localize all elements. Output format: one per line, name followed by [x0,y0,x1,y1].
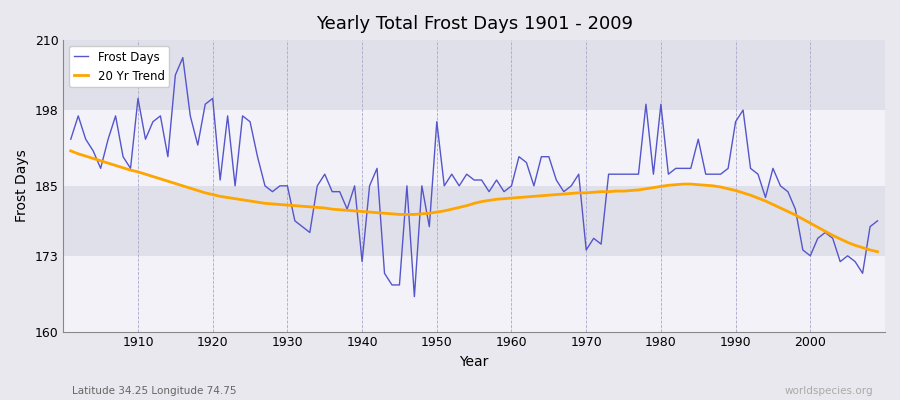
Text: worldspecies.org: worldspecies.org [785,386,873,396]
20 Yr Trend [334,207,345,212]
20 Yr Trend [499,196,509,201]
20 Yr Trend [506,196,517,200]
Title: Yearly Total Frost Days 1901 - 2009: Yearly Total Frost Days 1901 - 2009 [316,15,633,33]
Line: Frost Days: Frost Days [71,58,878,297]
Frost Days [297,224,308,229]
Frost Days [342,207,353,212]
Frost Days [409,294,419,299]
20 Yr Trend [125,168,136,172]
Frost Days [872,218,883,223]
Frost Days [521,160,532,165]
Frost Days [66,137,77,142]
Frost Days [125,166,136,171]
Text: Latitude 34.25 Longitude 74.75: Latitude 34.25 Longitude 74.75 [72,386,237,396]
Y-axis label: Frost Days: Frost Days [15,150,29,222]
Legend: Frost Days, 20 Yr Trend: Frost Days, 20 Yr Trend [69,46,169,87]
Bar [63,110,885,186]
Bar [63,256,885,332]
20 Yr Trend [596,189,607,194]
Bar [63,186,885,256]
20 Yr Trend [872,249,883,254]
Line: 20 Yr Trend: 20 Yr Trend [71,151,878,252]
20 Yr Trend [290,203,301,208]
Frost Days [611,172,622,176]
X-axis label: Year: Year [460,355,489,369]
Bar [63,40,885,110]
Frost Days [514,154,525,159]
Frost Days [177,55,188,60]
20 Yr Trend [66,148,77,153]
